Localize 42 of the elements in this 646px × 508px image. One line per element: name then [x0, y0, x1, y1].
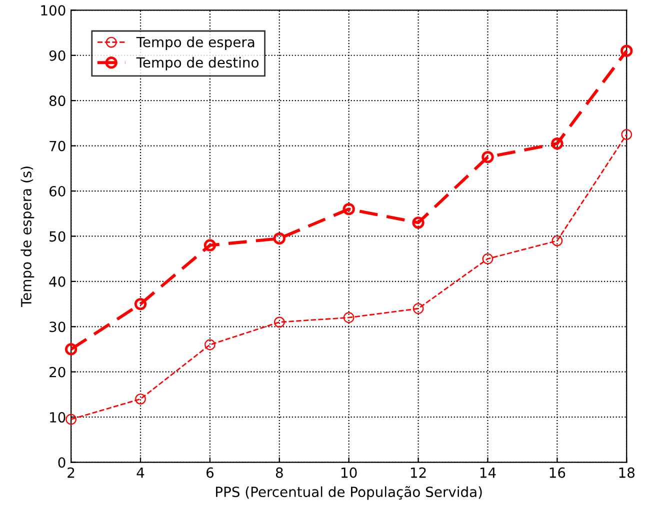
point — [412, 216, 424, 229]
point — [482, 253, 494, 264]
x-tick-label: 14 — [480, 468, 496, 478]
x-tick-label: 2 — [68, 467, 74, 478]
x-axis-title: PPS (Percentual de População Servida) — [216, 486, 482, 500]
point — [66, 414, 76, 425]
x-tick-label: 6 — [206, 467, 214, 478]
point — [620, 44, 633, 57]
x-tick-label: 16 — [550, 467, 566, 478]
y-tick-label: 10 — [50, 412, 66, 423]
y-axis-title: Tempo de espera (s) — [20, 166, 34, 308]
y-tick-label: 60 — [49, 186, 66, 196]
x-tick-label: 18 — [619, 467, 635, 478]
point — [204, 239, 216, 252]
point — [482, 151, 494, 164]
x-tick-label: 4 — [136, 468, 144, 478]
y-tick-label: 30 — [50, 322, 66, 332]
point — [342, 203, 355, 216]
point — [273, 232, 286, 245]
point — [274, 316, 285, 328]
point — [552, 235, 563, 246]
legend-label: Tempo de espera — [136, 36, 254, 50]
point — [621, 129, 632, 140]
point — [412, 303, 424, 314]
point — [134, 298, 147, 310]
point — [343, 312, 354, 324]
y-tick-label: 0 — [58, 457, 66, 468]
x-tick-label: 10 — [342, 467, 357, 478]
y-tick-label: 90 — [49, 50, 66, 61]
y-tick-label: 70 — [50, 140, 66, 152]
y-tick-label: 50 — [50, 231, 66, 242]
y-tick-label: 80 — [49, 96, 66, 106]
point — [64, 343, 78, 356]
point — [204, 339, 216, 350]
point — [551, 137, 564, 150]
x-tick-label: 8 — [276, 467, 283, 478]
point — [135, 394, 146, 404]
y-tick-label: 100 — [41, 5, 66, 16]
legend-label: Tempo de destino — [136, 56, 258, 70]
y-tick-label: 20 — [50, 366, 66, 378]
y-tick-label: 40 — [49, 276, 66, 287]
x-tick-label: 12 — [410, 467, 426, 478]
